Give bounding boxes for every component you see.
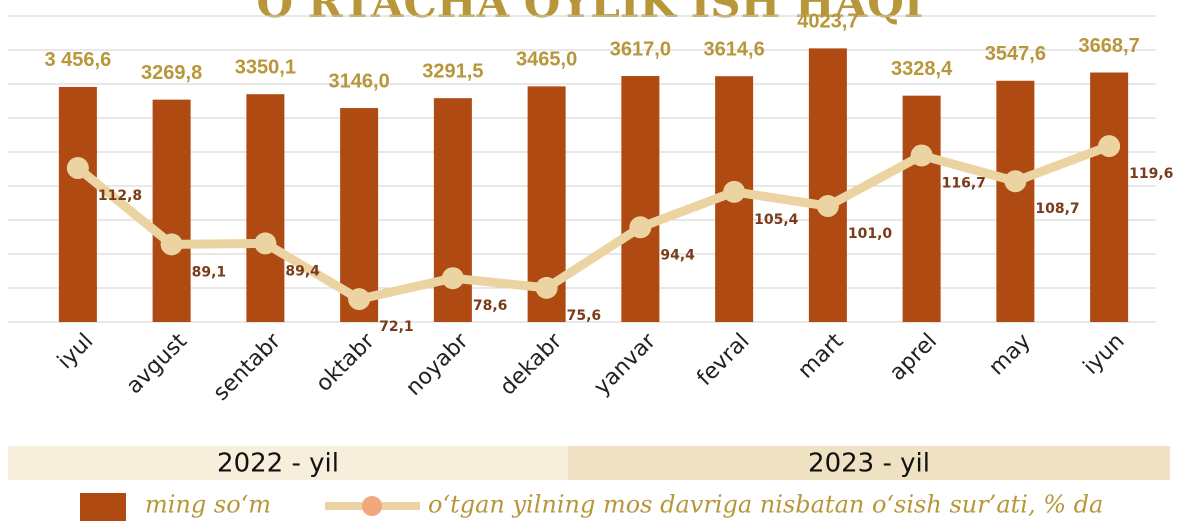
line-point (348, 288, 371, 311)
bar-value-label: 3614,6 (704, 38, 765, 60)
x-tick-label: may (984, 329, 1036, 381)
line-point (160, 233, 183, 256)
line-value-label: 89,4 (285, 263, 320, 279)
period-label: 2022 - yil (217, 449, 339, 479)
line-value-label: 116,7 (942, 175, 986, 191)
line-point (1004, 170, 1027, 193)
period-band (8, 446, 568, 480)
legend-swatch-point (362, 496, 382, 516)
x-tick-label: iyul (53, 329, 98, 374)
bar-value-label: 3 456,6 (45, 49, 112, 71)
line-value-label: 94,4 (660, 247, 695, 263)
bar-value-label: 3668,7 (1079, 35, 1140, 57)
line-point (254, 232, 277, 255)
x-tick-label: sentabr (209, 328, 287, 406)
legend-label: ming so‘m (145, 491, 271, 519)
line-point (816, 195, 839, 218)
line-point (629, 216, 652, 239)
bar-value-label: 4023,7 (797, 11, 858, 33)
line-value-label: 78,6 (473, 298, 508, 314)
bar (58, 86, 97, 322)
bar-value-label: 3547,6 (985, 43, 1046, 65)
bar-value-label: 3146,0 (329, 70, 390, 92)
x-tick-label: aprel (885, 329, 942, 386)
x-tick-label: iyun (1079, 329, 1130, 380)
line-point (723, 180, 746, 203)
bar (996, 80, 1035, 322)
bar-value-label: 3291,5 (422, 60, 483, 82)
legend-label: o‘tgan yilning mos davriga nisbatan o‘si… (428, 491, 1103, 519)
line-value-label: 101,0 (848, 226, 893, 242)
x-tick-label: noyabr (401, 328, 474, 401)
bar-value-label: 3465,0 (516, 49, 577, 71)
bar-value-label: 3269,8 (141, 62, 202, 84)
legend-swatch (80, 493, 126, 521)
x-tick-label: avgust (122, 329, 193, 400)
period-label: 2023 - yil (808, 449, 930, 479)
x-tick-label: fevral (692, 329, 754, 391)
bar-value-label: 3350,1 (235, 56, 296, 78)
bar (152, 99, 191, 323)
bar (902, 95, 941, 323)
bar (621, 76, 660, 322)
line-value-label: 75,6 (567, 308, 602, 324)
bar (808, 48, 847, 323)
line-value-label: 119,6 (1129, 166, 1173, 182)
line-point (535, 276, 558, 299)
line-value-label: 105,4 (754, 212, 799, 228)
x-tick-label: oktabr (311, 328, 380, 397)
bar (1090, 72, 1129, 322)
line (75, 141, 1111, 304)
x-tick-label: mart (793, 329, 848, 384)
bar (340, 108, 379, 323)
bar-value-label: 3617,0 (610, 38, 671, 60)
line-value-label: 72,1 (379, 319, 414, 335)
bar (246, 94, 285, 322)
line-value-label: 112,8 (98, 188, 142, 204)
line-point (441, 267, 464, 290)
line-value-label: 108,7 (1035, 201, 1079, 217)
bar-value-label: 3328,4 (891, 58, 953, 80)
line-value-label: 89,1 (192, 264, 227, 280)
period-band (568, 446, 1170, 480)
line-point (66, 157, 89, 180)
chart-title: O‘RTACHA OYLIK ISH HAQI (257, 0, 924, 27)
x-tick-label: yanvar (589, 328, 661, 400)
x-tick-label: dekabr (495, 328, 567, 400)
line-point (1098, 135, 1121, 158)
line-point (910, 144, 933, 167)
